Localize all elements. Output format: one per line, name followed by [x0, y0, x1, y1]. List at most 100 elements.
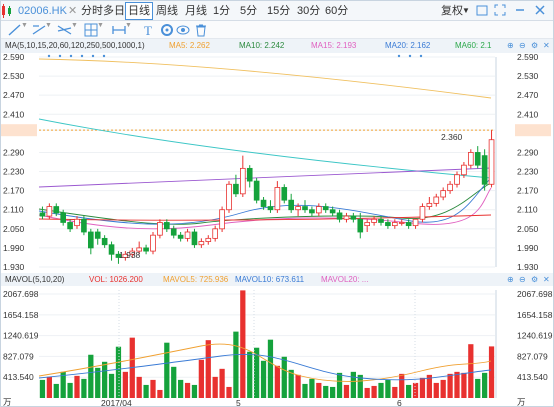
- minimize-icon[interactable]: [513, 3, 529, 19]
- ma-params[interactable]: MA(5,10,15,20,60,120,250,500,1000,1): [5, 41, 145, 50]
- volume-bar: [440, 379, 446, 398]
- candle-body: [454, 174, 460, 185]
- adjust-select[interactable]: 复权: [441, 5, 463, 17]
- candle-body: [88, 231, 94, 249]
- ma-minus-icon[interactable]: ⊖: [519, 41, 526, 50]
- candle-body: [322, 206, 329, 211]
- vol-settings-icon[interactable]: ⚙: [531, 275, 539, 284]
- candle-body: [288, 199, 295, 211]
- chevron-down-icon[interactable]: ▼: [462, 6, 470, 15]
- candle-body: [177, 234, 184, 239]
- volume-bar: [198, 359, 204, 398]
- expand-icon[interactable]: [493, 3, 509, 19]
- candle-body: [212, 228, 219, 239]
- mavol5-line: [38, 343, 492, 382]
- vol-axis-label-right: 413.540: [517, 372, 548, 382]
- eye-icon[interactable]: [175, 22, 191, 38]
- volume-bar: [157, 389, 163, 398]
- grid-tool-chevron-icon[interactable]: ▼: [97, 22, 104, 29]
- ray-tool-icon[interactable]: [31, 22, 47, 38]
- candle-body: [350, 215, 357, 220]
- tab-daily[interactable]: 日线: [125, 2, 153, 20]
- candle-body: [60, 212, 67, 223]
- candle-body: [163, 222, 170, 230]
- price-axis-label-left: 2.290: [3, 147, 25, 157]
- volume-bar: [95, 367, 101, 398]
- price-chart[interactable]: 2.590 2.590 2.530 2.530 2.470 2.470 2.410 2.410…: [1, 53, 553, 273]
- moving-average-line: [38, 214, 492, 221]
- volume-bar: [454, 371, 460, 398]
- candle-body: [467, 152, 474, 166]
- event-dot: [47, 54, 51, 58]
- tab-15min[interactable]: 15分: [267, 5, 291, 17]
- mavol20-value: MAVOL20: ...: [321, 275, 369, 284]
- volume-bar: [46, 376, 52, 398]
- vol-axis-label-right: 1240.619: [517, 331, 553, 341]
- vol-axis-label-left: 413.540: [3, 372, 34, 382]
- candle-body: [239, 167, 246, 195]
- price-axis-label-left: 2.110: [3, 205, 24, 215]
- candle-body: [461, 164, 467, 176]
- candle-body: [488, 139, 495, 185]
- range-tool-chevron-icon[interactable]: ▼: [125, 22, 132, 29]
- window-icon[interactable]: [475, 3, 491, 19]
- candle-body: [157, 222, 163, 236]
- volume-bar: [102, 361, 108, 398]
- volume-bar: [108, 373, 115, 398]
- candle-body: [101, 237, 108, 246]
- close-icon[interactable]: [533, 3, 549, 19]
- ray-tool-chevron-icon[interactable]: ▼: [45, 22, 52, 29]
- vol-close-icon[interactable]: ✕: [543, 275, 550, 284]
- delete-icon[interactable]: [193, 22, 209, 38]
- tab-1min[interactable]: 1分: [213, 5, 231, 17]
- volume-bar: [39, 379, 46, 398]
- tab-5min[interactable]: 5分: [240, 5, 258, 17]
- vol-params[interactable]: MAVOL(5,10,20): [5, 275, 65, 284]
- volume-bar: [475, 378, 481, 398]
- volume-bar: [316, 382, 322, 398]
- vol-legend: MAVOL(5,10,20) VOL: 1026.200 MAVOL5: 725…: [1, 273, 553, 286]
- candle-body: [170, 228, 177, 236]
- tab-intraday[interactable]: 分时: [81, 5, 103, 17]
- candle-body: [315, 206, 322, 214]
- candle-body: [94, 231, 101, 239]
- channel-tool-icon[interactable]: [57, 22, 73, 38]
- mavol10-value: MAVOL10: 673.611: [235, 275, 305, 284]
- vol-minus-icon[interactable]: ⊖: [519, 275, 526, 284]
- ma-close-icon[interactable]: ✕: [543, 41, 550, 50]
- tab-30min[interactable]: 30分: [297, 5, 321, 17]
- grid-tool-icon[interactable]: [83, 22, 99, 38]
- low-annotation: 1.938: [119, 250, 141, 260]
- volume-chart[interactable]: 2067.698 2067.698 1654.158 1654.158 1240.619…: [1, 286, 553, 406]
- tab-monthly[interactable]: 月线: [185, 5, 207, 17]
- price-axis-label-right: 1.930: [517, 262, 539, 272]
- chart-type-icon[interactable]: [1, 1, 15, 21]
- ma10-value: MA10: 2.242: [239, 41, 285, 50]
- range-tool-icon[interactable]: [111, 22, 127, 38]
- ma-add-icon[interactable]: ⊕: [507, 41, 514, 50]
- candle-body: [309, 209, 315, 214]
- price-axis-label-right: 2.410: [517, 109, 539, 119]
- volume-bar: [184, 382, 191, 398]
- volume-bar: [212, 376, 218, 398]
- tab-60min[interactable]: 60分: [325, 5, 349, 17]
- line-tool-chevron-icon[interactable]: ▼: [21, 22, 28, 29]
- close-code-icon[interactable]: ✕: [68, 5, 78, 17]
- ma-settings-icon[interactable]: ⚙: [531, 41, 539, 50]
- settings-icon[interactable]: [159, 22, 175, 38]
- vol-add-icon[interactable]: ⊕: [507, 275, 514, 284]
- tab-multiday[interactable]: 多日: [103, 5, 125, 17]
- ma60-value: MA60: 2.1: [455, 41, 492, 50]
- candle-body: [246, 167, 253, 182]
- candle-body: [46, 206, 53, 217]
- price-axis-label-right: 2.230: [517, 167, 539, 177]
- vol-axis-label-left: 2067.698: [3, 289, 39, 299]
- line-tool-icon[interactable]: [7, 22, 23, 38]
- volume-bar: [295, 374, 301, 398]
- volume-bar: [88, 354, 94, 398]
- candle-body: [115, 253, 122, 258]
- tab-weekly[interactable]: 周线: [156, 5, 178, 17]
- text-tool-icon[interactable]: T: [141, 22, 157, 38]
- channel-tool-chevron-icon[interactable]: ▼: [71, 22, 78, 29]
- candle-body: [343, 215, 350, 220]
